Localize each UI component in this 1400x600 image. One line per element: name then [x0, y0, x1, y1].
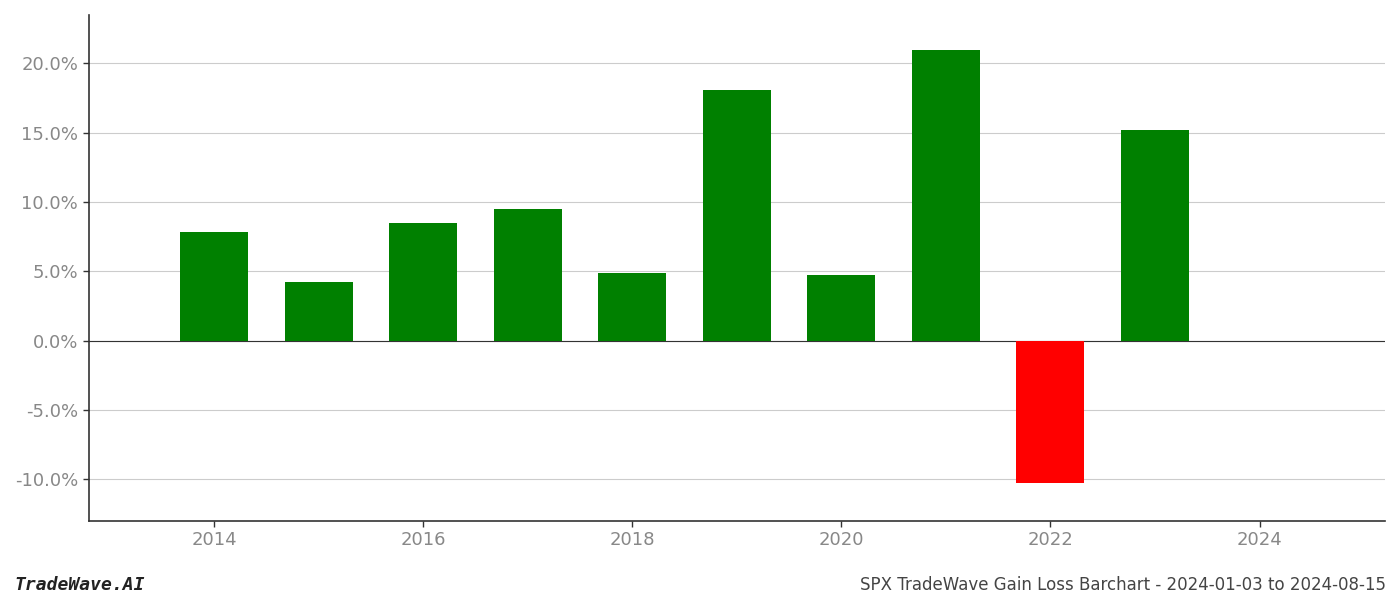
Bar — [389, 223, 458, 341]
Text: TradeWave.AI: TradeWave.AI — [14, 576, 144, 594]
Bar — [494, 209, 561, 341]
Text: SPX TradeWave Gain Loss Barchart - 2024-01-03 to 2024-08-15: SPX TradeWave Gain Loss Barchart - 2024-… — [860, 576, 1386, 594]
Bar — [1016, 341, 1085, 483]
Bar — [598, 272, 666, 341]
Bar — [284, 283, 353, 341]
Bar — [808, 275, 875, 341]
Bar — [703, 90, 771, 341]
Bar — [1121, 130, 1189, 341]
Bar — [911, 50, 980, 341]
Bar — [181, 232, 248, 341]
